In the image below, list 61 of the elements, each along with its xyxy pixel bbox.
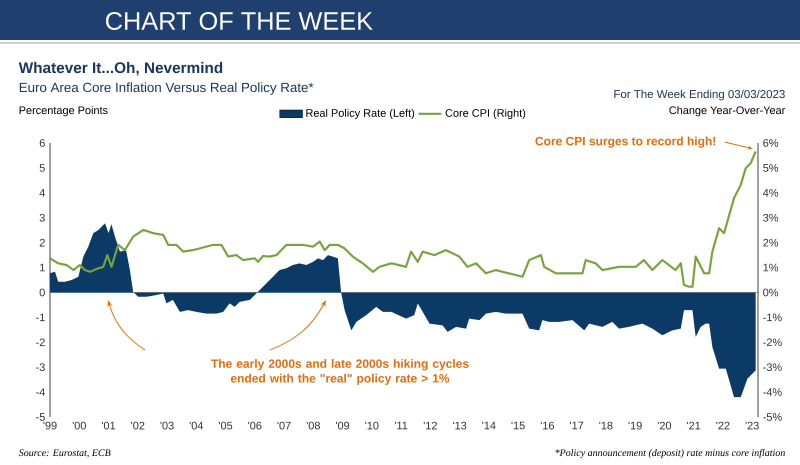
x-tick-label: '05 bbox=[218, 422, 232, 430]
x-tick-label: '07 bbox=[277, 422, 291, 430]
y-tick-label: -4 bbox=[36, 388, 45, 396]
y2-tick-label: -5% bbox=[763, 413, 782, 421]
x-tick-label: '17 bbox=[570, 422, 584, 430]
y-tick-label: 0 bbox=[40, 288, 45, 296]
y2-tick-label: 1% bbox=[764, 264, 778, 272]
x-tick-label: '21 bbox=[687, 422, 700, 430]
x-tick-label: '19 bbox=[628, 422, 642, 430]
x-tick-label: '16 bbox=[540, 422, 554, 430]
source-note: Source: Eurostat, ECB bbox=[18, 449, 111, 458]
text: CHART OF THE WEEK bbox=[106, 12, 373, 30]
x-tick-label: '15 bbox=[512, 422, 525, 430]
y-tick-label: -5 bbox=[36, 413, 45, 421]
y-axis-title: Percentage Points bbox=[20, 106, 108, 116]
y-tick-label: -3 bbox=[36, 363, 45, 372]
x-tick-label: '13 bbox=[453, 422, 466, 430]
x-tick-label: '02 bbox=[131, 422, 144, 430]
x-tick-label: '11 bbox=[394, 422, 408, 430]
y2-tick-label: 3% bbox=[763, 214, 778, 222]
annotation: The early 2000s and late 2000s hiking cycles ended with the "real" policy rate > 1% bbox=[211, 359, 469, 385]
legend-label: Real Policy Rate (Left) bbox=[306, 108, 414, 120]
y-tick-label: -1 bbox=[36, 314, 45, 322]
y-tick-label: 1 bbox=[40, 264, 45, 272]
x-tick-label: '01 bbox=[102, 422, 116, 430]
x-tick-label: '14 bbox=[482, 422, 496, 430]
y-tick-label: 5 bbox=[40, 164, 45, 172]
y-tick-label: 3 bbox=[40, 214, 45, 222]
x-tick-label: '06 bbox=[248, 422, 262, 430]
chart-subtitle: Euro Area Core Inflation Versus Real Policy Rate* bbox=[20, 82, 314, 95]
y2-tick-label: 2% bbox=[763, 238, 778, 246]
text: For The Week Ending 03/03/2023 bbox=[614, 90, 785, 100]
y2-tick-label: -4% bbox=[763, 388, 782, 396]
y2-tick-label: 4% bbox=[762, 188, 778, 197]
annotation: Core CPI surges to record high! bbox=[535, 136, 716, 148]
x-tick-label: '10 bbox=[365, 422, 379, 430]
chart-title: Whatever It...Oh, Nevermind bbox=[18, 62, 222, 76]
x-tick-label: '08 bbox=[306, 422, 320, 430]
y-tick-label: 6 bbox=[40, 139, 45, 147]
x-tick-label: '03 bbox=[160, 422, 174, 430]
y2-tick-label: 0% bbox=[763, 288, 778, 296]
y2-tick-label: 6% bbox=[763, 139, 778, 147]
y2-tick-label: -3% bbox=[763, 363, 782, 372]
x-tick-label: '20 bbox=[658, 422, 672, 430]
y-tick-label: 2 bbox=[40, 238, 45, 246]
y-tick-label: -2 bbox=[36, 338, 45, 346]
y-tick-label: 4 bbox=[39, 189, 45, 197]
y2-tick-label: -1% bbox=[763, 314, 782, 322]
y2-axis-title: Change Year-Over-Year bbox=[669, 106, 786, 116]
text: *Policy announcement (deposit) rate minus core inflation bbox=[556, 448, 785, 458]
legend-label: Core CPI (Right) bbox=[446, 108, 526, 120]
x-tick-label: '04 bbox=[190, 422, 204, 430]
x-tick-label: '99 bbox=[43, 422, 57, 430]
x-tick-label: '23 bbox=[746, 422, 759, 430]
y2-tick-label: -2% bbox=[763, 338, 782, 346]
x-tick-label: '22 bbox=[716, 422, 730, 430]
x-tick-label: '12 bbox=[424, 422, 437, 430]
x-tick-label: '18 bbox=[599, 422, 613, 430]
x-tick-label: '09 bbox=[336, 422, 350, 430]
y2-tick-label: 5% bbox=[763, 164, 778, 172]
x-tick-label: '00 bbox=[72, 422, 86, 430]
